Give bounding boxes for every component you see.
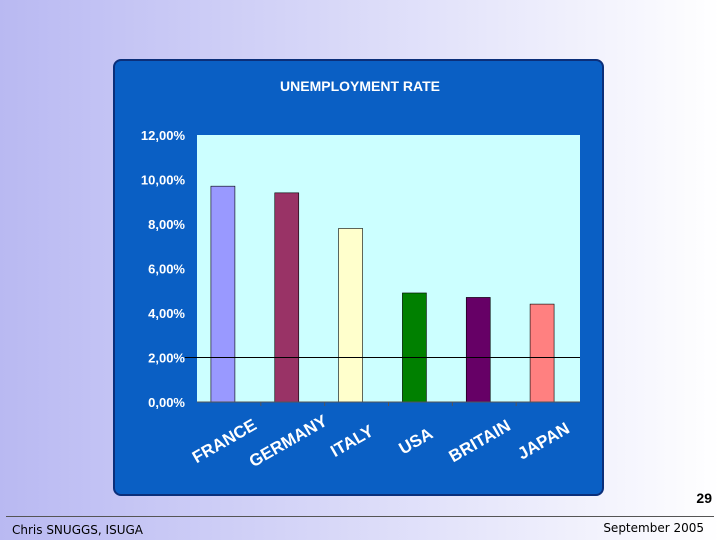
slide-number: 29 <box>696 490 712 506</box>
y-tick-label: 10,00% <box>141 173 186 188</box>
x-tick-label: GERMANY <box>246 411 331 471</box>
bar-france <box>210 185 236 403</box>
footer-author: Chris SNUGGS, ISUGA <box>12 523 143 537</box>
x-tick-label: BRITAIN <box>446 416 514 466</box>
plot-area <box>197 135 580 402</box>
chart-title: UNEMPLOYMENT RATE <box>280 78 440 94</box>
chart-panel: UNEMPLOYMENT RATE 0,00% 2,00% 4,00% 6,00% 8,… <box>113 59 604 496</box>
bar-germany <box>274 192 300 403</box>
bar-usa <box>402 292 427 403</box>
unemployment-chart: UNEMPLOYMENT RATE 0,00% 2,00% 4,00% 6,00% 8,… <box>141 78 580 471</box>
bar-japan <box>529 303 555 403</box>
x-tick-label: JAPAN <box>514 419 572 464</box>
bars-group <box>210 185 555 403</box>
x-tick-label: USA <box>396 424 437 458</box>
y-tick-label: 4,00% <box>148 306 185 321</box>
y-axis: 0,00% 2,00% 4,00% 6,00% 8,00% 10,00% 12,00% <box>141 128 580 410</box>
bar-britain <box>465 297 491 403</box>
footer-date: September 2005 <box>603 521 704 535</box>
bar-italy <box>338 228 363 403</box>
x-tick-label: ITALY <box>327 421 377 461</box>
y-tick-label: 8,00% <box>148 217 185 232</box>
footer-divider <box>6 516 714 517</box>
y-tick-label: 2,00% <box>148 351 185 366</box>
y-tick-label: 6,00% <box>148 262 185 277</box>
y-tick-label: 0,00% <box>148 395 185 410</box>
y-tick-label: 12,00% <box>141 128 186 143</box>
